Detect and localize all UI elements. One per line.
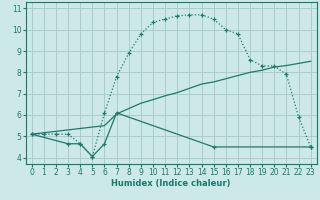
- X-axis label: Humidex (Indice chaleur): Humidex (Indice chaleur): [111, 179, 231, 188]
